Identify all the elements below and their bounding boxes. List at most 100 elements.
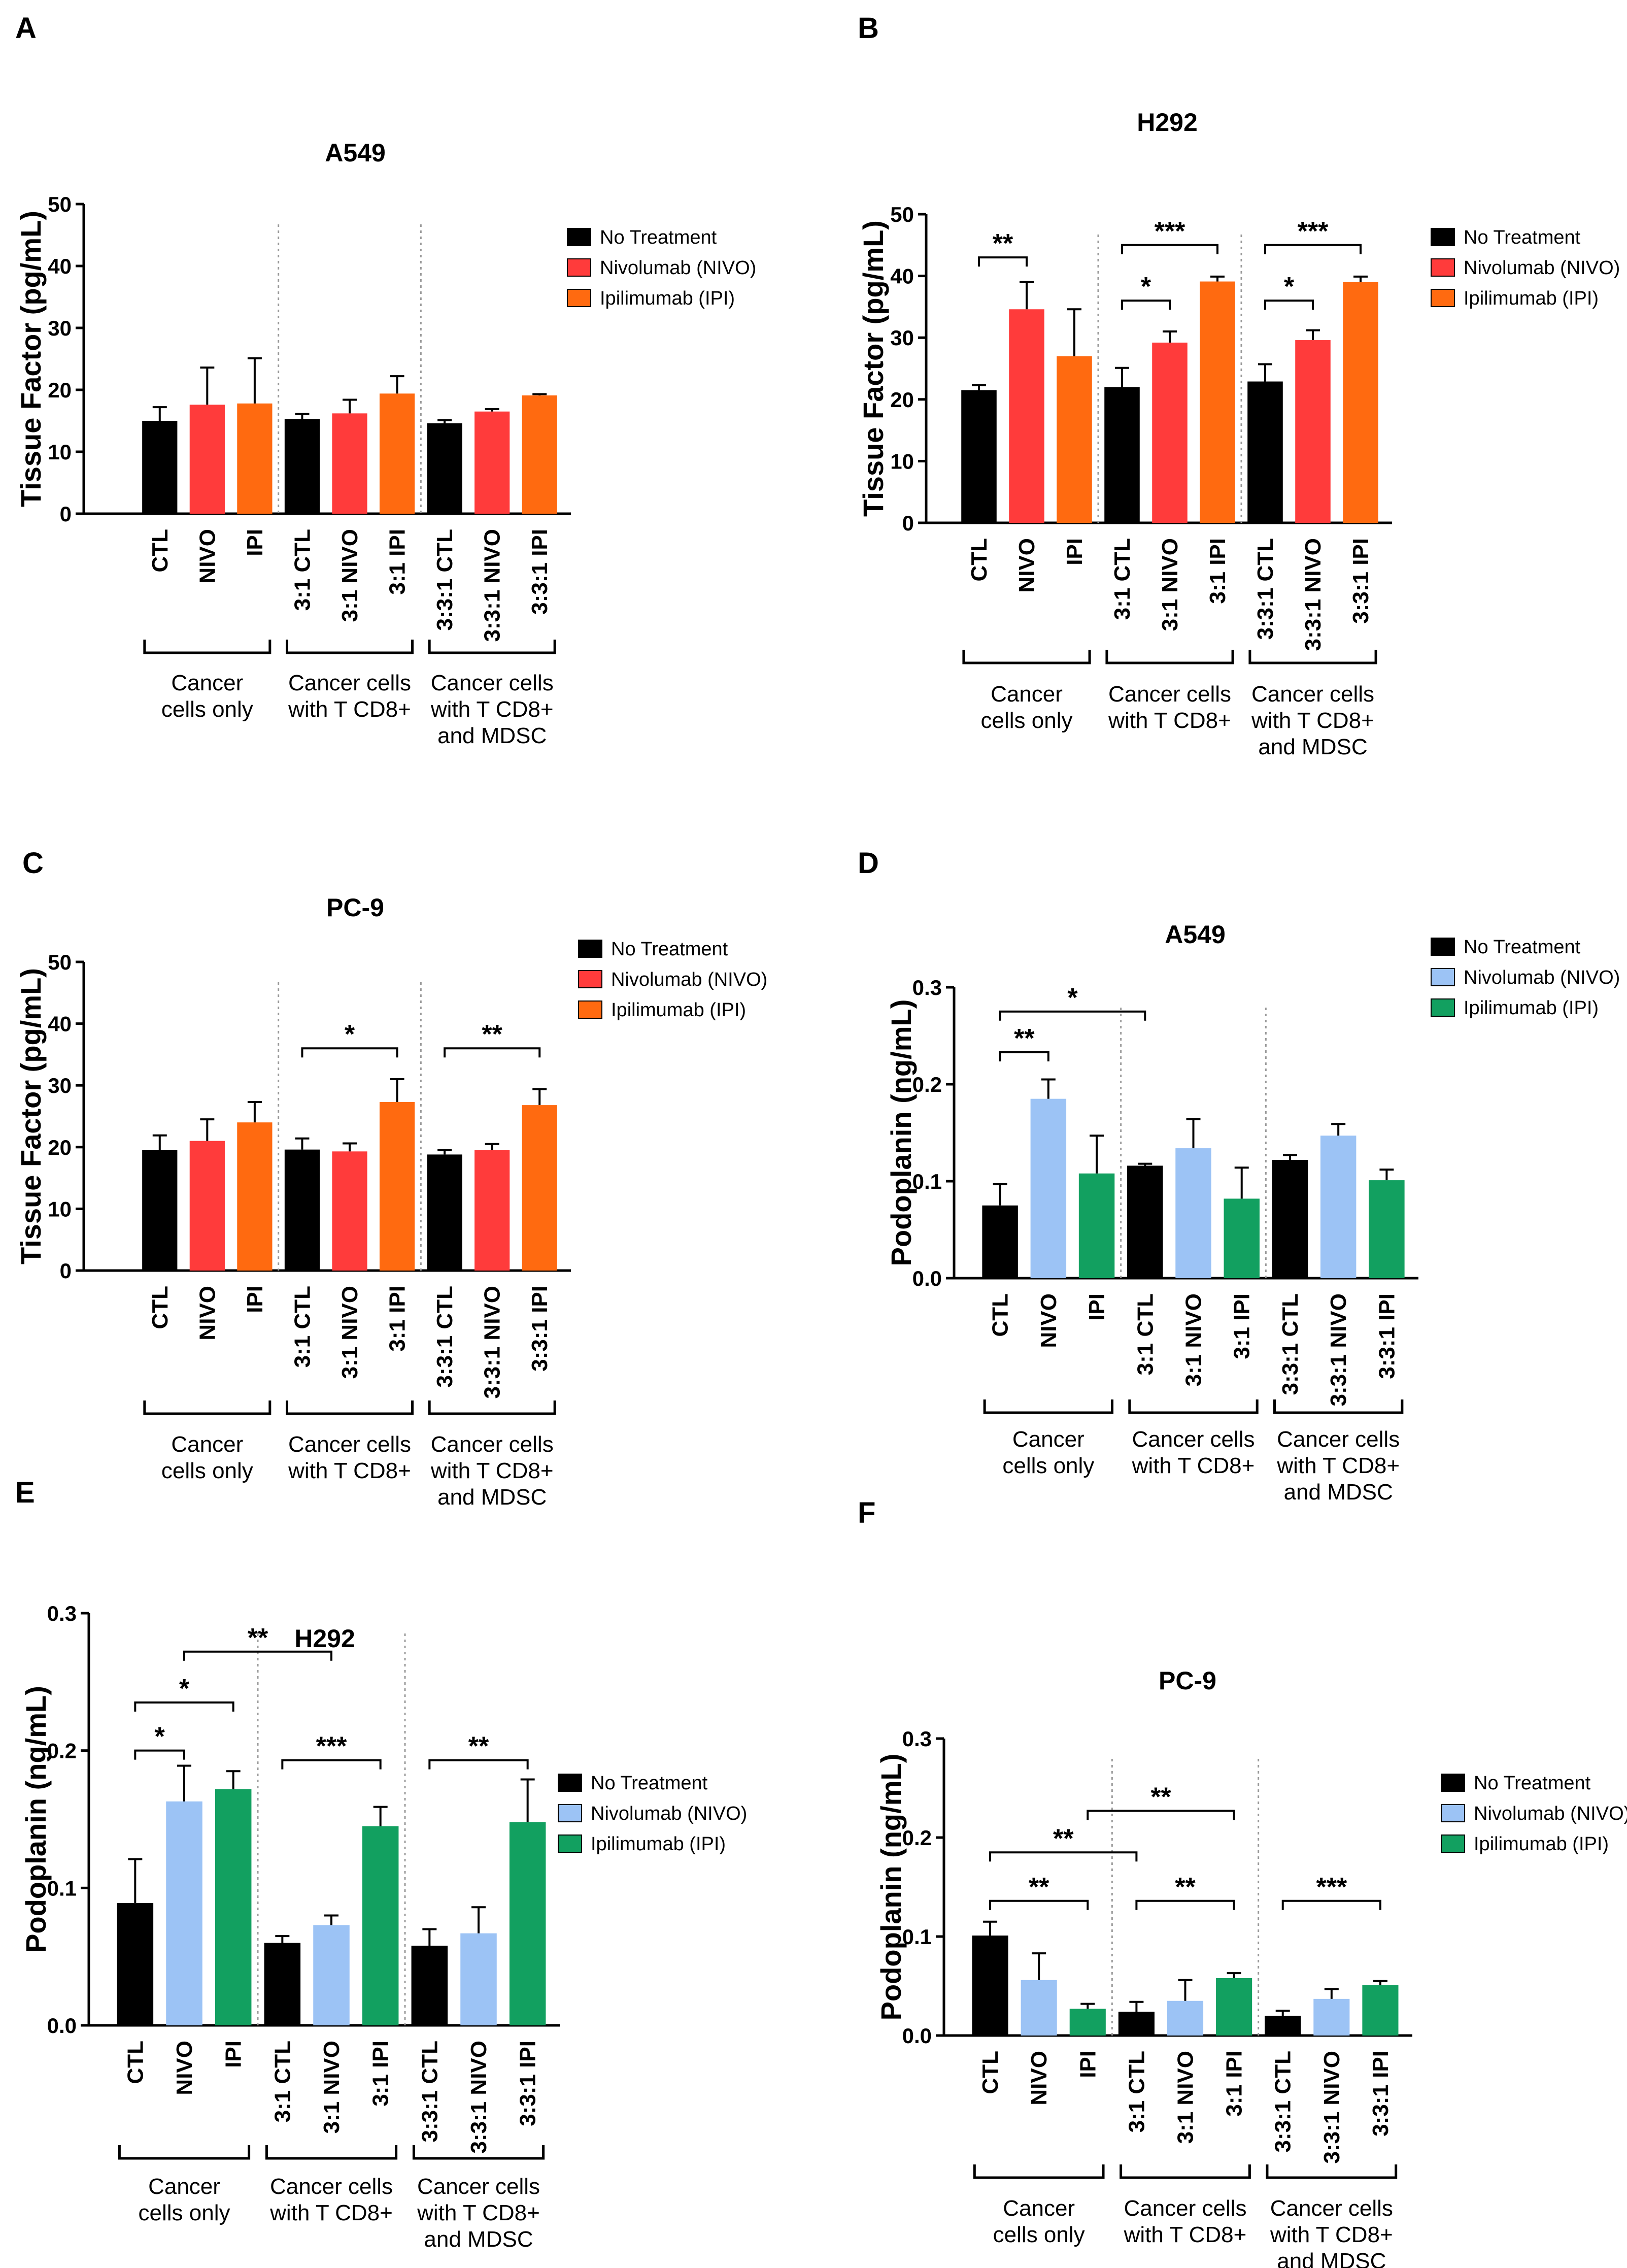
bar: [522, 395, 557, 514]
chart-title: H292: [294, 1624, 355, 1653]
bar: [522, 1105, 557, 1271]
panel-e: E H292 Podoplanin (ng/mL) 0.0 0.1 0.2 0.3 CTL NI…: [15, 1476, 747, 2252]
significance-label: *: [155, 1722, 165, 1752]
legend-swatch: [558, 1804, 582, 1822]
group-bracket: [983, 1399, 1114, 1414]
group-label: cells only: [1002, 1453, 1094, 1478]
y-tick-label: 10: [48, 440, 72, 464]
bar: [1272, 1159, 1308, 1278]
y-tick-label: 0: [60, 1259, 72, 1283]
legend-swatch: [558, 1835, 582, 1853]
legend-label: Nivolumab (NIVO): [611, 969, 767, 990]
group-bracket: [1120, 2164, 1251, 2179]
bar: [474, 1150, 510, 1271]
bar: [166, 1801, 202, 2025]
y-tick-label: 0.2: [47, 1739, 77, 1763]
legend-label: No Treatment: [1464, 937, 1581, 958]
y-tick-label: 30: [890, 326, 914, 350]
group-bracket: [428, 1400, 556, 1415]
x-tick-label: 3:1 IPI: [1222, 2051, 1247, 2117]
panel-letter: E: [15, 1476, 35, 1509]
group-label: with T CD8+: [417, 2200, 540, 2225]
x-tick-label: NIVO: [195, 1286, 220, 1341]
y-tick-label: 0: [902, 511, 914, 535]
bar: [142, 1150, 178, 1271]
significance-label: **: [248, 1623, 268, 1653]
legend-label: Ipilimumab (IPI): [600, 288, 735, 309]
legend-swatch: [1441, 1835, 1465, 1853]
legend-swatch: [1441, 1804, 1465, 1822]
group-label: Cancer cells: [288, 1432, 411, 1457]
group-label: Cancer cells: [1270, 2196, 1393, 2221]
group-bracket: [962, 650, 1091, 664]
panel-letter: A: [15, 12, 37, 45]
bar: [215, 1789, 252, 2025]
x-tick-label: NIVO: [1036, 1293, 1061, 1348]
x-tick-label: IPI: [243, 1286, 267, 1313]
bar: [284, 419, 320, 514]
significance-label: **: [1029, 1873, 1049, 1902]
x-tick-label: 3:3:1 NIVO: [1319, 2051, 1344, 2164]
group-label: with T CD8+: [430, 697, 554, 722]
x-tick-label: CTL: [978, 2051, 1003, 2094]
bar: [1362, 1985, 1399, 2036]
group-label: Cancer: [148, 2174, 220, 2199]
significance-bracket: [301, 1047, 398, 1058]
bar: [1247, 381, 1283, 523]
y-tick-label: 30: [48, 316, 72, 340]
x-tick-label: 3:3:1 IPI: [1374, 1293, 1399, 1379]
chart-title: A549: [1165, 920, 1226, 949]
group-label: Cancer cells: [1251, 682, 1374, 707]
legend-label: No Treatment: [600, 227, 717, 248]
group-label: Cancer cells: [288, 671, 411, 695]
significance-bracket: [1264, 244, 1362, 254]
bar: [1295, 340, 1331, 523]
group-bracket: [265, 2145, 398, 2160]
group-label: and MDSC: [1284, 1480, 1393, 1505]
group-label: cells only: [161, 1458, 253, 1483]
x-tick-label: 3:3:1 CTL: [432, 1286, 457, 1387]
legend-swatch: [1431, 938, 1455, 956]
significance-bracket: [1121, 244, 1218, 254]
group-bracket: [143, 640, 272, 654]
bar: [1009, 309, 1044, 523]
significance-bracket: [978, 256, 1028, 267]
x-tick-label: 3:1 NIVO: [1181, 1293, 1206, 1386]
y-axis-label: Tissue Factor (pg/mL): [15, 968, 47, 1264]
group-label: with T CD8+: [1270, 2222, 1393, 2247]
legend-label: No Treatment: [591, 1773, 708, 1794]
x-tick-label: IPI: [221, 2041, 246, 2068]
group-label: Cancer cells: [417, 2174, 540, 2199]
y-axis-label: Podoplanin (ng/mL): [875, 1754, 907, 2021]
legend-label: Ipilimumab (IPI): [1464, 997, 1599, 1019]
x-tick-label: 3:3:1 NIVO: [466, 2041, 491, 2154]
significance-bracket: [989, 1899, 1089, 1910]
legend-label: No Treatment: [1464, 227, 1581, 248]
y-tick-label: 50: [890, 203, 914, 226]
y-tick-label: 40: [890, 264, 914, 288]
legend-label: Nivolumab (NIVO): [1474, 1803, 1627, 1824]
significance-label: **: [1053, 1824, 1074, 1853]
panel-c: C PC-9 Tissue Factor (pg/mL) 0 10 20 30 40 50 CTL…: [15, 847, 767, 1510]
x-tick-label: NIVO: [1027, 2051, 1052, 2106]
y-tick-label: 10: [890, 449, 914, 473]
group-label: with T CD8+: [269, 2200, 393, 2225]
x-tick-label: IPI: [1075, 2051, 1100, 2078]
group-bracket: [1273, 1399, 1404, 1414]
chart-title: H292: [1137, 108, 1198, 137]
x-tick-label: IPI: [1084, 1293, 1109, 1321]
bar: [362, 1826, 399, 2025]
x-tick-label: 3:3:1 NIVO: [1326, 1293, 1351, 1407]
legend-swatch: [1431, 289, 1455, 307]
panel-letter: F: [858, 1496, 875, 1529]
significance-bracket: [1281, 1899, 1381, 1910]
bar: [1167, 2000, 1204, 2036]
x-tick-label: 3:1 IPI: [385, 1286, 410, 1352]
legend-label: Ipilimumab (IPI): [1464, 288, 1599, 309]
x-tick-label: CTL: [967, 538, 992, 582]
bar: [1021, 1980, 1057, 2036]
legend-swatch: [567, 258, 591, 277]
bar: [1069, 2009, 1106, 2036]
group-label: cells only: [161, 697, 253, 722]
bar: [1216, 1978, 1252, 2036]
